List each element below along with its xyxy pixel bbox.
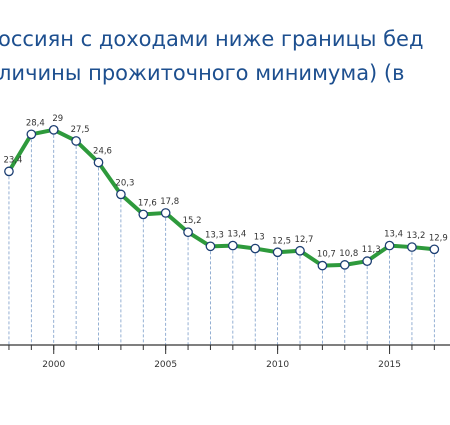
point [116,189,126,200]
point [317,260,328,271]
value-label: 13,4 [227,230,246,240]
x-tick-label: 2005 [154,360,177,370]
value-label: 17,6 [138,198,157,208]
point [362,256,373,267]
value-label: 13,3 [205,230,224,240]
point [26,129,37,140]
point [339,260,350,270]
point [48,124,59,135]
point [429,244,440,255]
chart-title: личины прожиточного минимума) (в [0,61,405,85]
value-label: 28,4 [26,118,45,128]
point [93,157,104,168]
value-label: 13,4 [384,230,403,240]
point [295,245,305,256]
value-label: 17,8 [160,197,179,207]
point [407,242,417,252]
value-label: 29 [52,114,63,124]
value-label: 12,7 [295,235,314,245]
value-label: 10,8 [339,249,358,259]
point [138,209,149,220]
value-label: 27,5 [71,125,90,135]
value-label: 20,3 [115,178,134,188]
x-tick-label: 2000 [42,360,65,370]
value-label: 13,2 [406,231,425,241]
point [272,247,283,258]
x-tick-label: 2010 [266,360,289,370]
value-label: 24,6 [93,146,112,156]
chart-title: оссиян с доходами ниже границы бед [0,27,424,51]
point [227,240,238,251]
value-label: 23,4 [3,155,22,165]
value-label: 12,9 [429,233,448,243]
point [205,241,216,252]
value-label: 15,2 [183,216,202,226]
point [250,243,261,254]
point [183,227,193,238]
value-label: 13 [254,233,265,243]
point [71,136,81,146]
x-tick-label: 2015 [378,360,401,370]
value-label: 11,3 [362,245,381,255]
point [160,208,171,218]
value-label: 10,7 [317,250,336,260]
point [4,166,14,177]
point [384,240,395,251]
value-label: 12,5 [272,236,291,246]
